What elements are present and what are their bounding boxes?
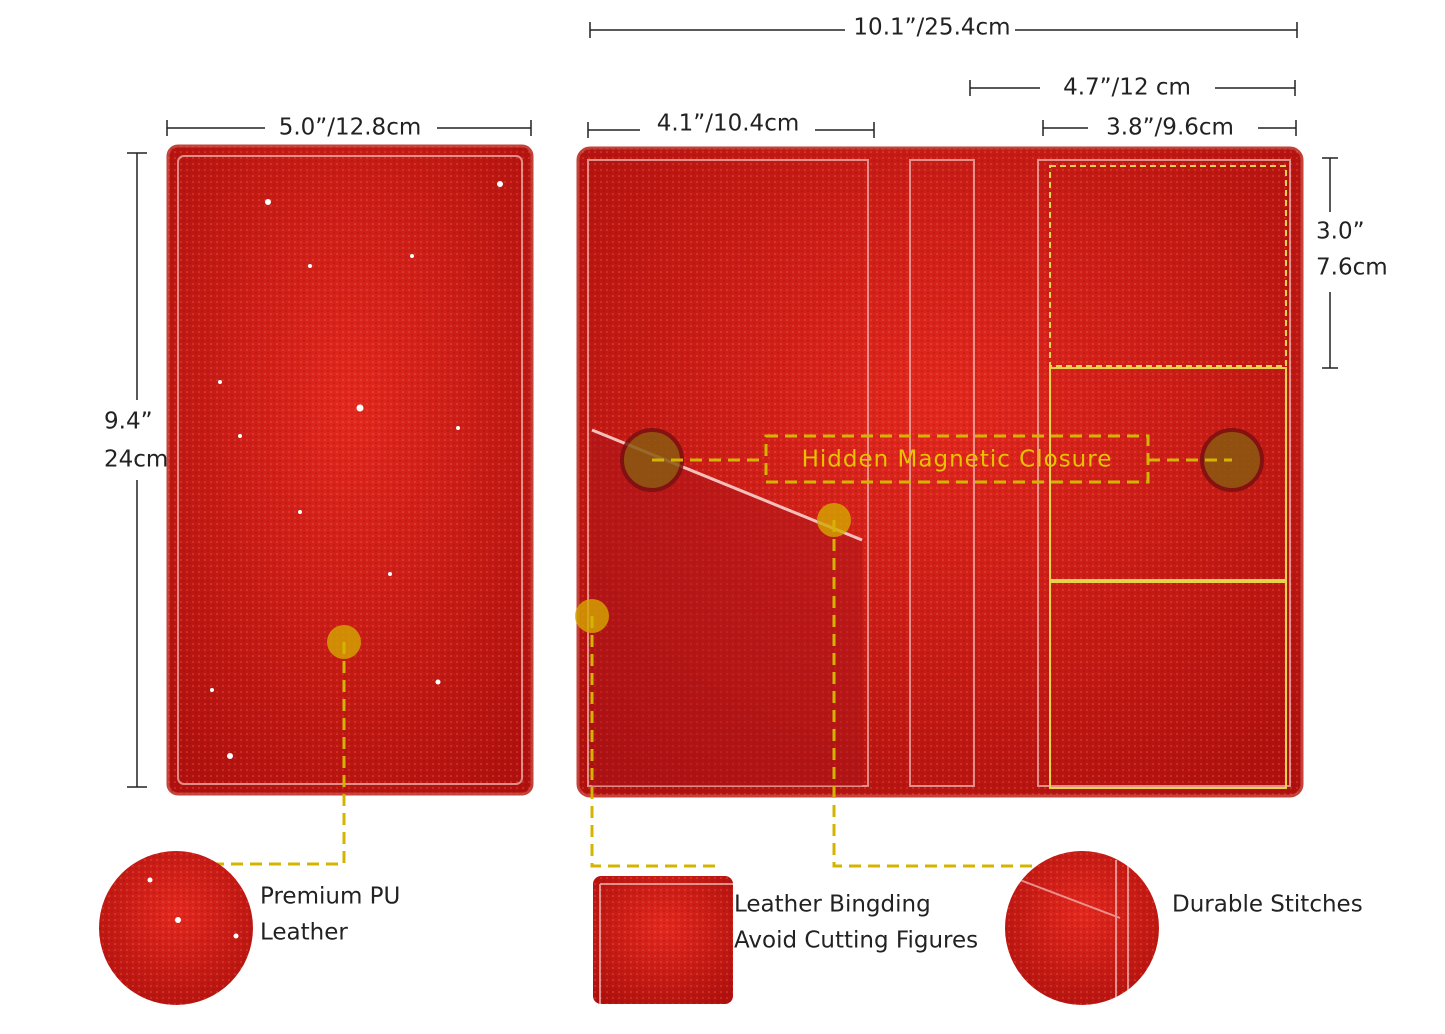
- dimension-label: 3.8”/9.6cm: [1106, 115, 1234, 141]
- dimension-label: 4.1”/10.4cm: [657, 111, 800, 137]
- cover: [166, 144, 534, 796]
- callout-label: Avoid Cutting Figures: [734, 928, 978, 954]
- dimension-label: 5.0”/12.8cm: [279, 115, 422, 141]
- detail-images: [99, 851, 1159, 1005]
- callout-label: Premium PU: [260, 884, 400, 910]
- dimension-lines: [127, 22, 1338, 788]
- dimension-label: 3.0”: [1316, 219, 1365, 245]
- open-wallet: [576, 146, 1304, 798]
- callout-label: Durable Stitches: [1172, 892, 1363, 918]
- callout-lines: [216, 434, 1232, 868]
- dimension-label: 4.7”/12 cm: [1063, 75, 1191, 101]
- closure-label: Hidden Magnetic Closure: [802, 447, 1113, 473]
- dimension-label: 7.6cm: [1316, 255, 1388, 281]
- dimension-label: 9.4”: [104, 409, 153, 435]
- dimension-label: 24cm: [104, 447, 168, 473]
- callout-label: Leather Bingding: [734, 892, 931, 918]
- dimension-label: 10.1”/25.4cm: [853, 15, 1010, 41]
- callout-label: Leather: [260, 920, 348, 946]
